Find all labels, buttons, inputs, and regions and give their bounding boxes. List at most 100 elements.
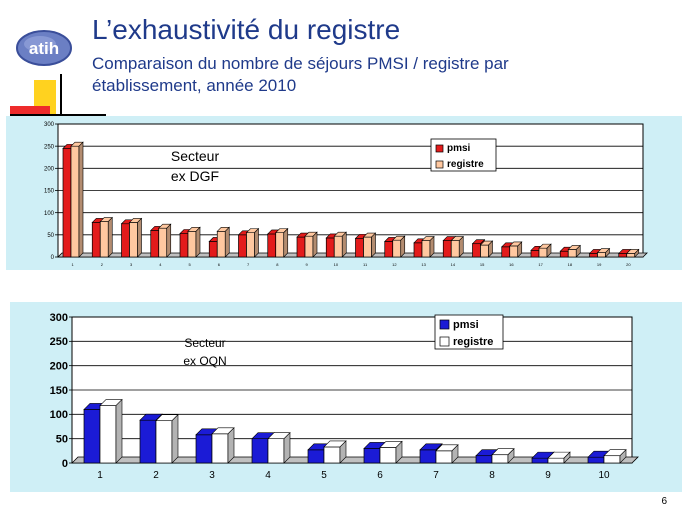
bar-registre-8-side	[283, 227, 289, 258]
bar-registre-7-side	[451, 444, 459, 464]
x-tick-label: 4	[265, 470, 271, 481]
bar-pmsi-13	[413, 242, 423, 258]
bar-registre-6-side	[224, 226, 230, 258]
x-tick-label: 7	[247, 262, 250, 267]
x-tick-label: 10	[598, 470, 610, 481]
x-tick-label: 9	[545, 470, 551, 481]
decorative-horizontal-line	[10, 114, 106, 116]
bar-registre-12	[392, 239, 402, 258]
bar-registre-1	[99, 405, 117, 464]
bar-registre-5-side	[339, 440, 347, 464]
bar-registre-19	[597, 252, 606, 258]
x-tick-label: 12	[392, 262, 397, 267]
legend-label-registre: registre	[453, 336, 493, 348]
y-tick-label: 200	[44, 166, 55, 172]
x-tick-label: 10	[334, 262, 339, 267]
y-tick-label: 0	[51, 255, 55, 261]
x-tick-label: 3	[209, 470, 215, 481]
bar-pmsi-2	[91, 222, 101, 258]
bar-registre-15-side	[488, 240, 493, 258]
bar-pmsi-10	[325, 237, 335, 258]
x-tick-label: 1	[97, 470, 103, 481]
bar-registre-17-side	[546, 243, 552, 258]
bar-pmsi-17	[530, 250, 540, 258]
legend-label-pmsi: pmsi	[453, 319, 479, 331]
bar-registre-4-side	[283, 431, 291, 464]
bar-registre-20-side	[634, 248, 640, 258]
bar-registre-8	[275, 232, 285, 258]
chart-secteur-ex-oqn: 0 50 100 150 200 250 300 1 2 3 4 5 6 7 8 9 10 Secteur ex O…	[10, 302, 682, 492]
bar-registre-9	[547, 457, 565, 464]
bar-pmsi-2	[139, 419, 157, 464]
sector-label-line: ex OQN	[183, 354, 226, 368]
bar-registre-6-side	[395, 440, 403, 464]
bar-registre-18	[567, 249, 577, 258]
bar-registre-8	[491, 454, 509, 464]
bar-registre-17	[538, 247, 548, 258]
legend-label-pmsi: pmsi	[447, 143, 471, 154]
bar-registre-10	[333, 235, 343, 258]
slide-subtitle: Comparaison du nombre de séjours PMSI / …	[92, 54, 509, 95]
bar-registre-10	[603, 455, 621, 464]
bar-registre-3	[129, 222, 138, 258]
bar-registre-6	[216, 230, 226, 258]
bar-pmsi-19	[589, 253, 598, 258]
bar-pmsi-3	[195, 434, 213, 464]
legend-swatch-registre	[435, 160, 444, 169]
bar-registre-7-side	[254, 227, 259, 258]
bar-registre-3-side	[227, 427, 235, 464]
bar-registre-12-side	[400, 235, 406, 258]
bar-registre-7	[246, 232, 255, 258]
x-tick-label: 4	[159, 262, 162, 267]
bar-pmsi-8	[475, 455, 493, 464]
sector-label-line: Secteur	[184, 336, 225, 350]
bar-registre-20	[626, 253, 636, 258]
bar-pmsi-1	[83, 409, 101, 464]
legend-label-registre: registre	[447, 159, 484, 170]
x-tick-label: 14	[451, 262, 456, 267]
bar-registre-2	[155, 420, 173, 464]
y-tick-label: 300	[44, 122, 55, 128]
bar-pmsi-5	[307, 449, 325, 464]
bar-registre-14	[450, 240, 460, 258]
y-tick-label: 150	[50, 385, 68, 397]
bar-registre-3-side	[137, 217, 142, 258]
decorative-yellow-block	[34, 80, 56, 114]
bar-pmsi-4	[150, 230, 160, 258]
bar-registre-1	[70, 145, 80, 258]
bar-registre-4	[267, 438, 285, 464]
decorative-vertical-line	[60, 74, 62, 120]
bar-registre-16-side	[517, 241, 523, 258]
bar-registre-9	[304, 235, 314, 258]
bar-registre-2-side	[171, 413, 179, 464]
bar-pmsi-8	[267, 233, 277, 258]
legend-swatch-pmsi	[435, 144, 444, 153]
bar-pmsi-18	[559, 250, 569, 258]
x-tick-label: 2	[101, 262, 104, 267]
page-number: 6	[661, 496, 667, 507]
bar-pmsi-9	[296, 236, 306, 258]
y-tick-label: 200	[50, 361, 68, 373]
y-tick-label: 0	[62, 458, 68, 470]
bar-pmsi-4	[251, 438, 269, 464]
bar-registre-9-side	[563, 451, 571, 464]
bar-pmsi-14	[442, 240, 452, 258]
y-tick-label: 100	[44, 211, 55, 217]
bar-registre-4-side	[166, 223, 172, 258]
x-tick-label: 9	[306, 262, 309, 267]
x-tick-label: 16	[509, 262, 514, 267]
bar-pmsi-10	[587, 456, 605, 464]
bar-registre-18-side	[575, 244, 581, 258]
bar-pmsi-15	[472, 243, 481, 258]
x-tick-label: 6	[377, 470, 383, 481]
slide-title: L’exhaustivité du registre	[92, 14, 401, 45]
atih-logo-graphic: atih	[16, 30, 72, 66]
y-tick-label: 300	[50, 312, 68, 324]
bar-registre-10-side	[619, 448, 627, 464]
bar-registre-11	[363, 236, 372, 258]
x-tick-label: 5	[189, 262, 192, 267]
bar-registre-3	[211, 433, 229, 464]
x-tick-label: 15	[480, 262, 485, 267]
bar-registre-14-side	[458, 235, 464, 258]
